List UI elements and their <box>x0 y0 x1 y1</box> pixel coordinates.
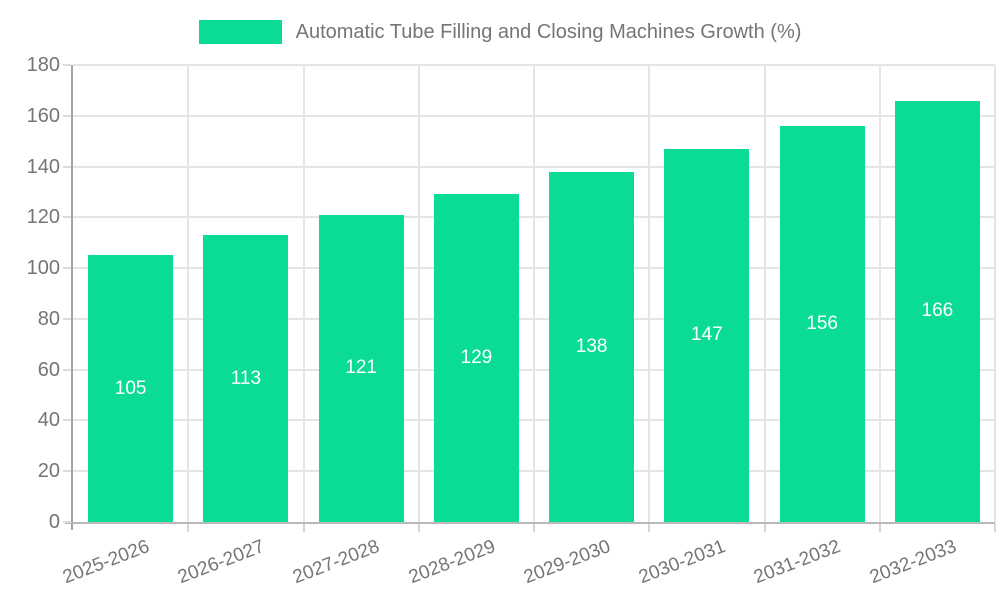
bar-value-label: 121 <box>345 357 377 379</box>
y-tick-mark <box>63 165 71 168</box>
bar[interactable]: 105 <box>88 255 174 522</box>
x-axis-line <box>65 522 995 524</box>
chart-legend[interactable]: Automatic Tube Filling and Closing Machi… <box>0 20 1000 44</box>
y-tick-mark <box>63 317 71 320</box>
y-tick-label: 0 <box>48 511 60 533</box>
y-tick-mark <box>63 216 71 219</box>
x-tick-mark <box>302 524 305 532</box>
bar[interactable]: 166 <box>894 100 980 522</box>
x-tick-mark <box>648 524 651 532</box>
bar-value-label: 156 <box>806 312 838 334</box>
gridline-vertical <box>878 65 881 522</box>
gridline-vertical <box>302 65 305 522</box>
x-tick-label: 2029-2030 <box>520 536 614 589</box>
y-tick-mark <box>63 470 71 473</box>
gridline-vertical <box>417 65 420 522</box>
legend-swatch-icon <box>198 20 282 44</box>
y-axis-line <box>71 65 73 530</box>
x-tick-label: 2031-2032 <box>751 536 844 589</box>
y-tick-mark <box>63 267 71 270</box>
y-tick-mark <box>63 114 71 117</box>
y-tick-label: 160 <box>26 104 60 127</box>
y-tick-label: 120 <box>26 206 60 229</box>
y-tick-mark <box>63 64 71 66</box>
y-tick-label: 80 <box>37 307 60 330</box>
bar[interactable]: 138 <box>549 171 635 522</box>
gridline-vertical <box>533 65 535 522</box>
y-tick-mark <box>63 368 71 371</box>
x-tick-mark <box>187 524 190 532</box>
x-tick-mark <box>763 524 766 532</box>
legend-label: Automatic Tube Filling and Closing Machi… <box>295 20 802 43</box>
y-tick-label: 180 <box>26 54 60 76</box>
x-tick-mark <box>533 524 535 532</box>
y-tick-mark <box>63 521 71 523</box>
y-tick-label: 100 <box>26 257 60 280</box>
bar-value-label: 166 <box>921 300 954 322</box>
x-tick-mark <box>417 524 420 532</box>
y-tick-mark <box>63 419 71 422</box>
y-tick-label: 20 <box>37 460 60 483</box>
x-tick-label: 2025-2026 <box>59 536 153 589</box>
bar[interactable]: 121 <box>318 214 404 522</box>
bar-value-label: 113 <box>230 367 262 389</box>
bar-value-label: 129 <box>460 347 493 369</box>
bar-value-label: 147 <box>691 324 723 346</box>
x-tick-label: 2028-2029 <box>405 536 498 589</box>
x-tick-mark <box>878 524 881 532</box>
x-tick-label: 2026-2027 <box>175 536 268 589</box>
x-tick-label: 2030-2031 <box>636 536 729 589</box>
plot-area: 105 113 121 129 138 147 156 166 <box>63 64 996 532</box>
bar-value-label: 105 <box>114 377 147 399</box>
y-tick-label: 140 <box>26 155 60 178</box>
bar[interactable]: 147 <box>664 148 750 522</box>
bar-value-label: 138 <box>575 335 608 357</box>
x-tick-mark <box>994 524 996 532</box>
y-tick-label: 40 <box>37 409 60 432</box>
gridline-vertical <box>187 65 190 522</box>
gridline-vertical <box>648 65 651 522</box>
x-tick-label: 2027-2028 <box>290 536 383 589</box>
bar[interactable]: 113 <box>203 235 289 522</box>
bar[interactable]: 156 <box>779 125 865 522</box>
y-tick-label: 60 <box>37 358 60 381</box>
gridline-vertical <box>763 65 766 522</box>
x-tick-label: 2032-2033 <box>866 536 959 589</box>
gridline-vertical <box>994 65 996 522</box>
bar[interactable]: 129 <box>433 194 519 522</box>
